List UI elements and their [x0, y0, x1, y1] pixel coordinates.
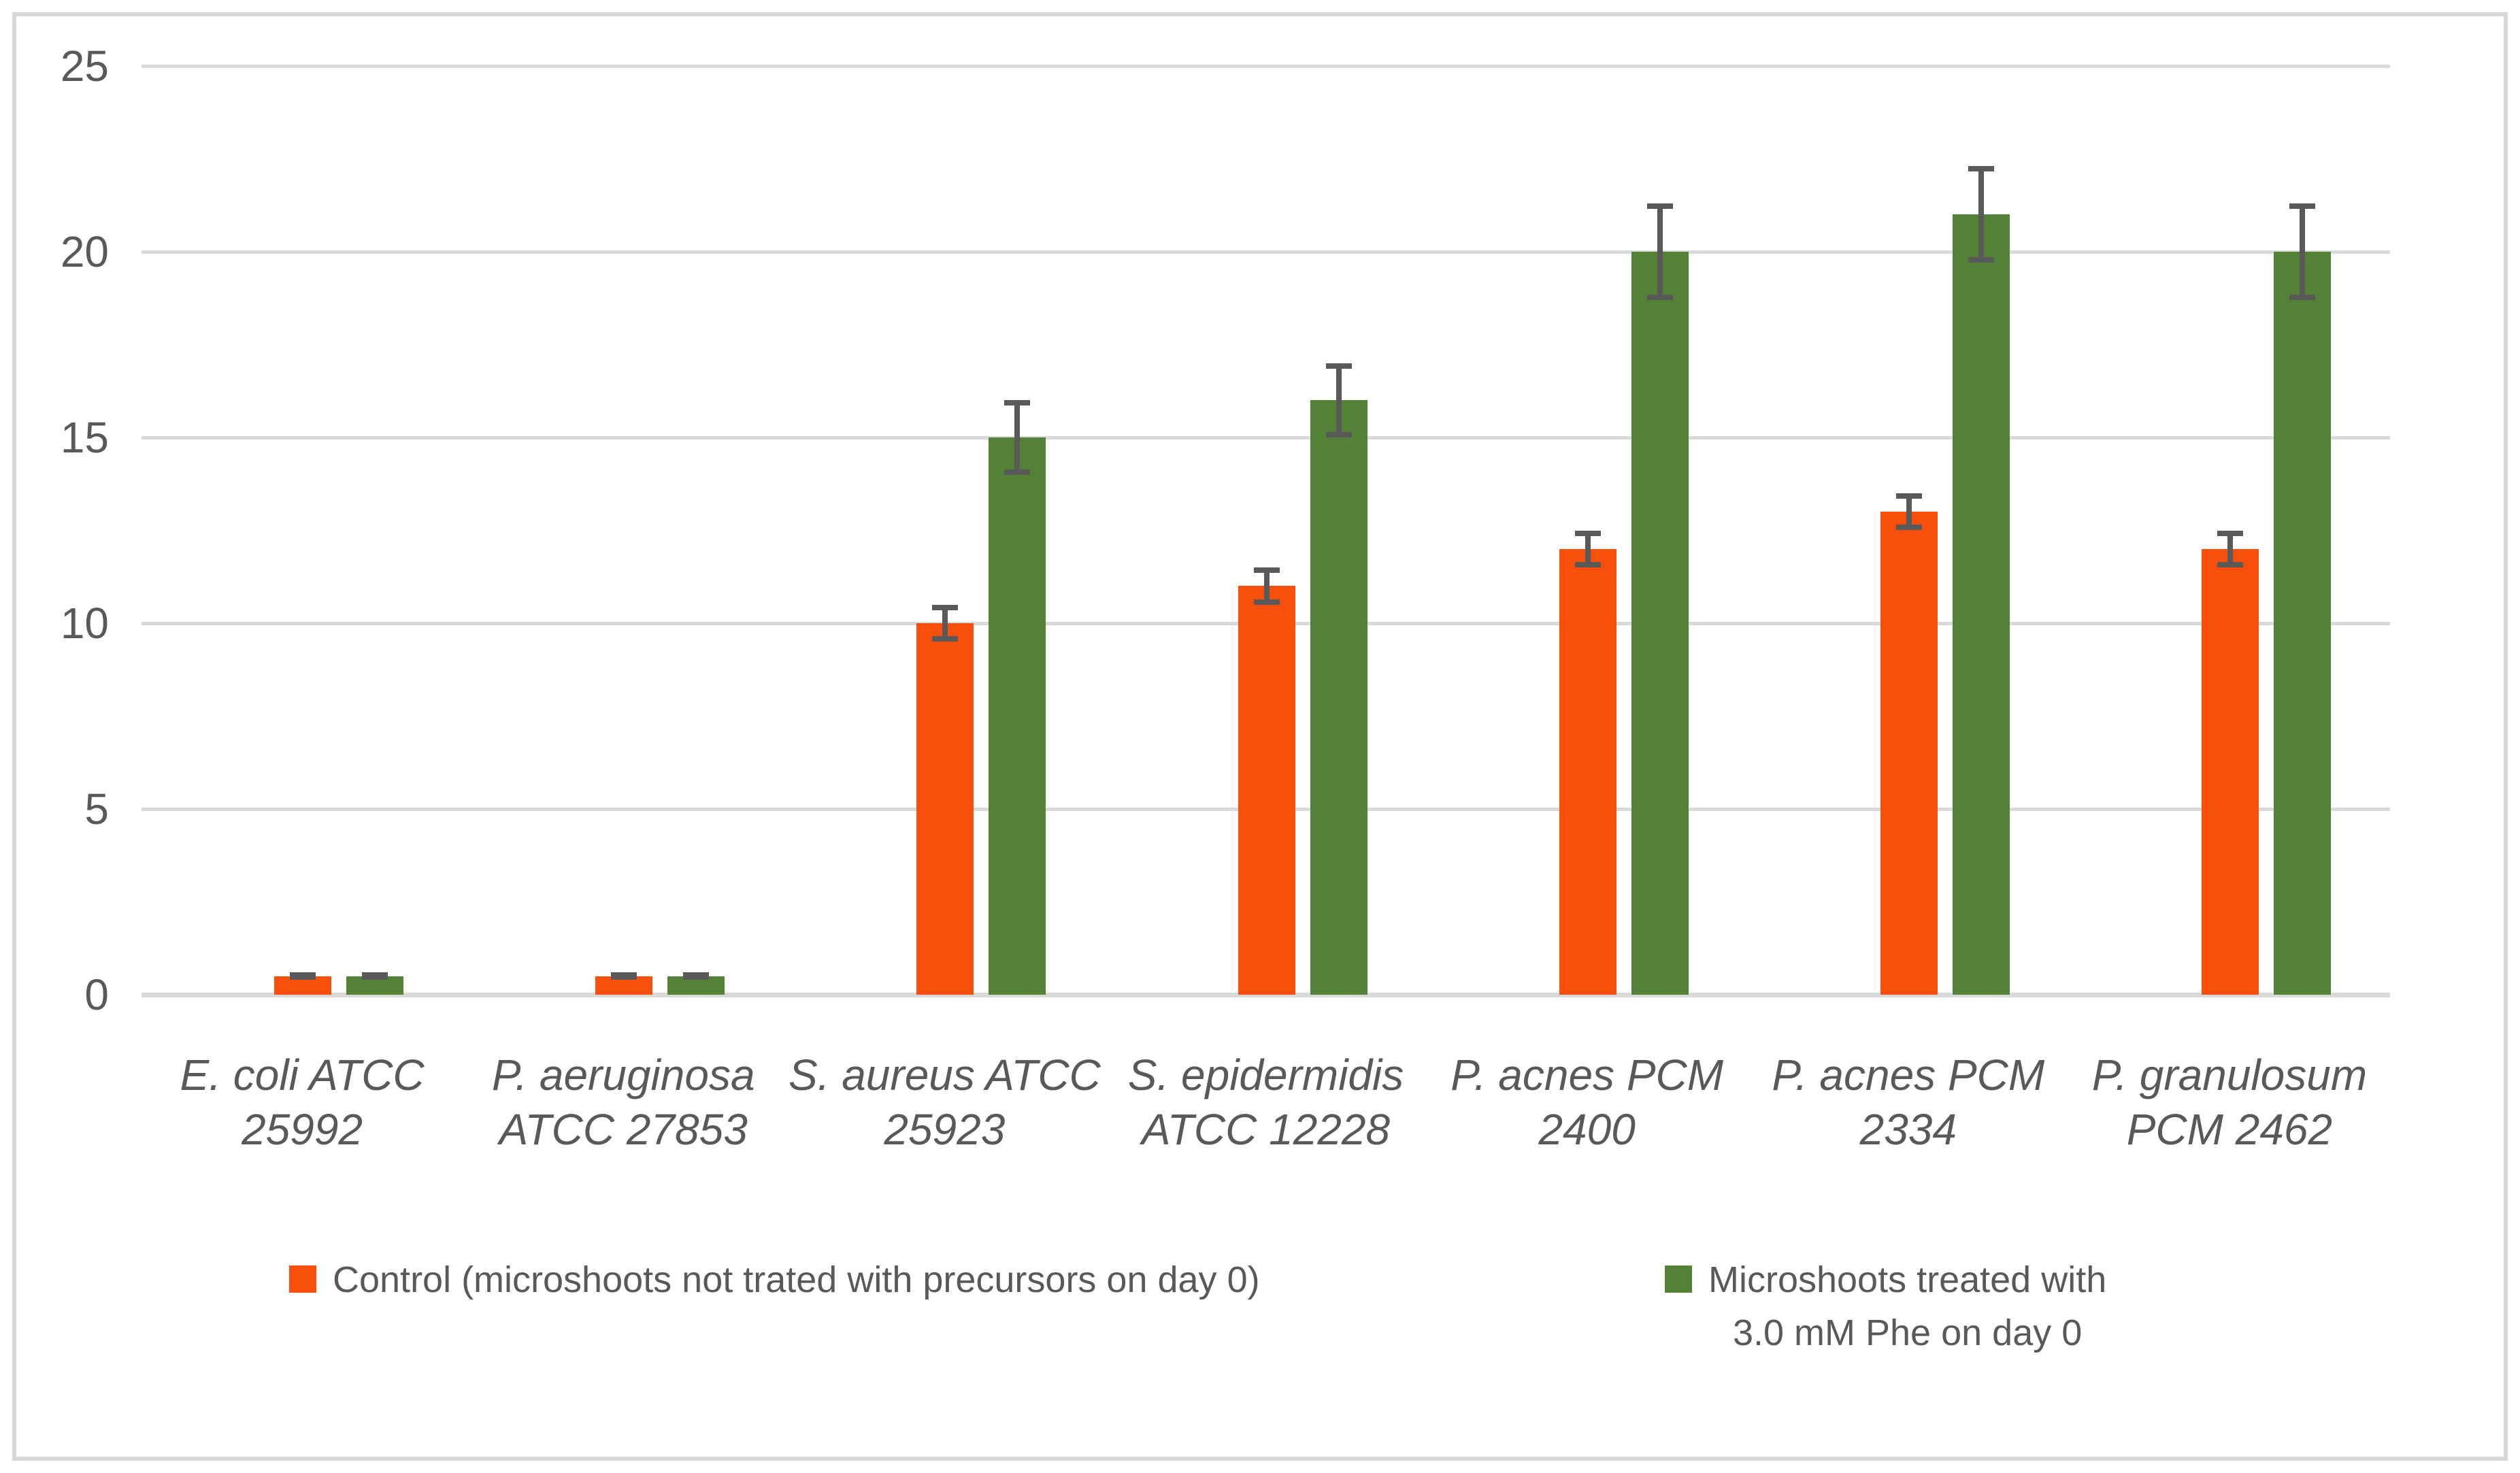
- error-bar-stem: [942, 604, 948, 642]
- legend-item-treated: Microshoots treated with 3.0 mM Phe on d…: [1665, 1259, 2106, 1359]
- x-category-label-line2: 25992: [242, 1105, 363, 1154]
- error-bar-cap-bottom: [1253, 599, 1280, 605]
- x-category-label-6: P. granulosum PCM 2462: [2066, 1048, 2393, 1157]
- x-category-label-3: S. epidermidis ATCC 12228: [1103, 1048, 1429, 1157]
- x-category-label-line1: S. epidermidis: [1127, 1050, 1404, 1099]
- error-bar-stem: [1014, 400, 1021, 475]
- error-bar-cap-bottom: [1895, 525, 1922, 531]
- x-category-label-line2: 2400: [1538, 1105, 1636, 1154]
- error-bar-cap-top: [1004, 400, 1031, 406]
- x-category-label-line1: S. aureus ATCC: [788, 1050, 1101, 1099]
- x-category-label-line1: P. acnes PCM: [1772, 1050, 2045, 1099]
- y-tick-label-20: 20: [60, 227, 109, 276]
- error-bar-cap-top: [1646, 203, 1673, 210]
- error-bar-treated-5: [1968, 166, 1994, 263]
- error-bar-cap-top: [1574, 530, 1601, 536]
- error-bar-control-5: [1895, 493, 1922, 531]
- error-bar-cap-top: [932, 604, 959, 610]
- error-bar-stem: [2227, 530, 2233, 568]
- x-category-label-line2: ATCC 27853: [499, 1105, 748, 1154]
- bar-treated-4: [1631, 252, 1689, 995]
- x-category-label-line2: 25923: [884, 1105, 1006, 1154]
- bar-control-2: [916, 623, 974, 995]
- x-category-label-4: P. acnes PCM 2400: [1424, 1048, 1751, 1157]
- error-bar-stem: [1263, 567, 1270, 605]
- x-category-label-2: S. aureus ATCC 25923: [781, 1048, 1108, 1157]
- error-bar-cap-bottom: [290, 974, 316, 980]
- x-category-label-line2: PCM 2462: [2126, 1105, 2333, 1154]
- error-bar-cap-top: [1325, 363, 1352, 369]
- error-bar-cap-bottom: [683, 974, 710, 980]
- legend-item-control: Control (microshoots not trated with pre…: [289, 1259, 1260, 1306]
- x-axis-line: [142, 993, 2390, 997]
- error-bar-stem: [1585, 530, 1591, 568]
- error-bar-cap-bottom: [611, 974, 637, 980]
- error-bar-treated-6: [2289, 203, 2315, 300]
- error-bar-control-4: [1574, 530, 1601, 568]
- x-category-label-line1: P. aeruginosa: [491, 1050, 755, 1099]
- x-category-label-0: E. coli ATCC 25992: [139, 1048, 465, 1157]
- bar-control-3: [1238, 586, 1295, 995]
- error-bar-cap-top: [1253, 567, 1280, 574]
- error-bar-cap-bottom: [1574, 562, 1601, 568]
- bar-treated-2: [989, 437, 1046, 995]
- error-bar-control-3: [1253, 567, 1280, 605]
- error-bar-cap-bottom: [1004, 469, 1031, 475]
- bar-control-6: [2201, 548, 2259, 995]
- y-tick-label-15: 15: [60, 413, 109, 462]
- x-category-label-5: P. acnes PCM 2334: [1745, 1048, 2072, 1157]
- legend-label-treated: Microshoots treated with 3.0 mM Phe on d…: [1708, 1253, 2106, 1359]
- error-bar-treated-2: [1004, 400, 1031, 475]
- error-bar-cap-bottom: [2289, 294, 2315, 300]
- legend-label-treated-line2: 3.0 mM Phe on day 0: [1732, 1312, 2083, 1353]
- x-category-label-line1: E. coli ATCC: [180, 1050, 425, 1099]
- error-bar-cap-bottom: [1968, 257, 1994, 263]
- bar-control-4: [1559, 548, 1617, 995]
- bar-treated-3: [1310, 400, 1367, 995]
- x-category-label-line1: P. acnes PCM: [1450, 1050, 1724, 1099]
- error-bar-cap-top: [1895, 493, 1922, 499]
- x-category-label-1: P. aeruginosa ATCC 27853: [460, 1048, 786, 1157]
- error-bar-cap-bottom: [1646, 294, 1673, 300]
- legend-swatch-treated: [1665, 1265, 1692, 1293]
- error-bar-stem: [1978, 166, 1984, 263]
- error-bar-cap-bottom: [362, 974, 388, 980]
- error-bar-cap-top: [2217, 530, 2243, 536]
- x-category-label-line2: 2334: [1859, 1105, 1957, 1154]
- bar-control-5: [1880, 512, 1938, 995]
- error-bar-cap-bottom: [1325, 431, 1352, 437]
- gridline-25: [142, 65, 2390, 68]
- y-tick-label-10: 10: [60, 599, 109, 648]
- legend-label-control: Control (microshoots not trated with pre…: [333, 1259, 1260, 1300]
- error-bar-treated-0: [362, 972, 388, 980]
- y-tick-label-0: 0: [84, 970, 109, 1019]
- error-bar-treated-1: [683, 972, 710, 980]
- error-bar-cap-bottom: [932, 636, 959, 642]
- x-category-label-line1: P. granulosum: [2091, 1050, 2368, 1099]
- error-bar-control-0: [290, 972, 316, 980]
- error-bar-control-2: [932, 604, 959, 642]
- error-bar-stem: [2299, 203, 2305, 300]
- error-bar-treated-3: [1325, 363, 1352, 437]
- error-bar-control-6: [2217, 530, 2243, 568]
- error-bar-cap-top: [1968, 166, 1994, 172]
- bar-treated-6: [2273, 252, 2331, 995]
- x-category-label-line2: ATCC 12228: [1141, 1105, 1391, 1154]
- legend-swatch-control: [289, 1265, 316, 1293]
- y-tick-label-25: 25: [60, 42, 109, 90]
- error-bar-cap-top: [2289, 203, 2315, 210]
- gridline-15: [142, 436, 2390, 440]
- error-bar-control-1: [611, 972, 637, 980]
- error-bar-treated-4: [1646, 203, 1673, 300]
- bar-treated-5: [1952, 214, 2010, 995]
- error-bar-stem: [1336, 363, 1342, 437]
- y-tick-label-5: 5: [84, 784, 109, 833]
- error-bar-cap-bottom: [2217, 562, 2243, 568]
- error-bar-stem: [1657, 203, 1663, 300]
- gridline-20: [142, 250, 2390, 254]
- legend-label-treated-line1: Microshoots treated with: [1708, 1259, 2107, 1300]
- error-bar-stem: [1906, 493, 1912, 531]
